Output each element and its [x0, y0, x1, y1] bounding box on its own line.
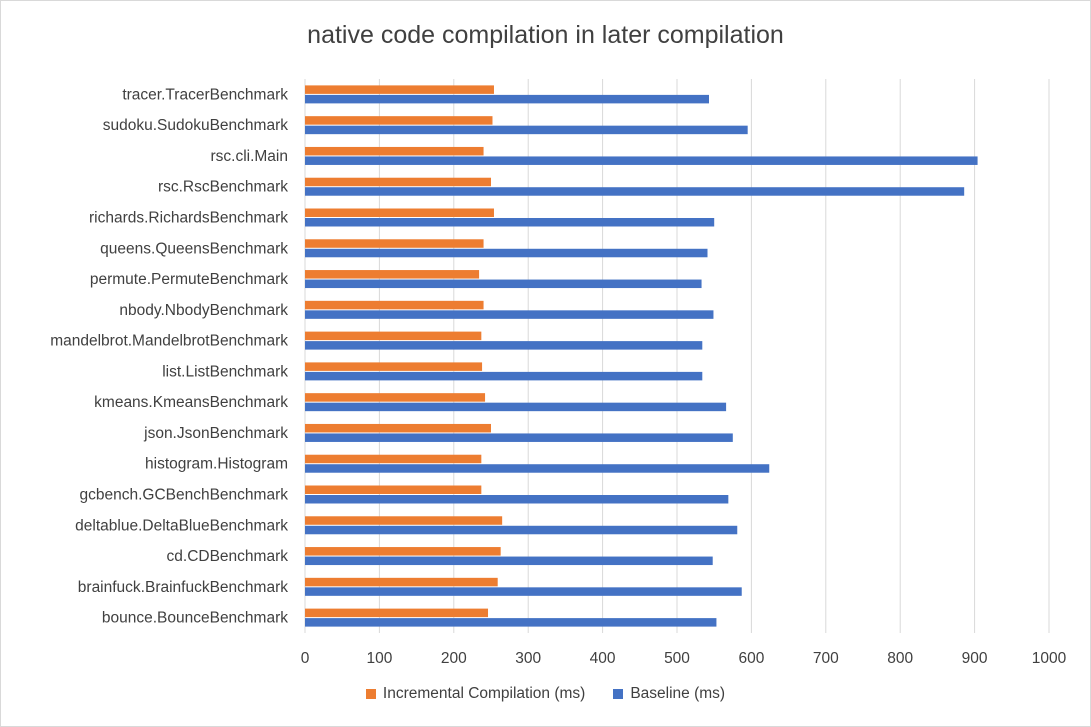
x-tick-label-2: 200 — [441, 650, 467, 667]
x-tick-label-5: 500 — [664, 650, 690, 667]
bar-incremental-13 — [305, 485, 482, 494]
legend: Incremental Compilation (ms) Baseline (m… — [1, 685, 1090, 703]
x-tick-label-6: 600 — [738, 650, 764, 667]
bar-baseline-7 — [305, 310, 714, 319]
bar-incremental-12 — [305, 454, 482, 464]
category-label-0: tracer.TracerBenchmark — [122, 86, 288, 103]
bar-incremental-7 — [305, 300, 484, 310]
bar-baseline-10 — [305, 402, 727, 412]
legend-swatch-incremental — [365, 689, 376, 699]
category-label-16: brainfuck.BrainfuckBenchmark — [78, 579, 288, 596]
x-tick-label-1: 100 — [366, 650, 392, 667]
category-label-8: mandelbrot.MandelbrotBenchmark — [50, 333, 288, 350]
legend-item-incremental: Incremental Compilation (ms) — [365, 685, 586, 703]
category-label-7: nbody.NbodyBenchmark — [119, 302, 288, 319]
bar-baseline-3 — [305, 187, 965, 196]
bar-baseline-8 — [305, 341, 703, 350]
bar-incremental-1 — [305, 116, 493, 125]
x-tick-label-3: 300 — [515, 650, 541, 667]
bar-incremental-0 — [305, 85, 494, 94]
category-label-3: rsc.RscBenchmark — [158, 179, 288, 196]
bar-incremental-9 — [305, 362, 483, 371]
bar-baseline-14 — [305, 525, 738, 535]
legend-item-baseline: Baseline (ms) — [613, 685, 725, 703]
category-label-12: histogram.Histogram — [145, 456, 288, 473]
bar-incremental-15 — [305, 547, 501, 556]
category-label-15: cd.CDBenchmark — [167, 548, 289, 565]
bar-baseline-4 — [305, 218, 715, 227]
category-label-10: kmeans.KmeansBenchmark — [94, 394, 288, 411]
bar-incremental-11 — [305, 423, 491, 433]
x-tick-label-7: 700 — [813, 650, 839, 667]
legend-swatch-baseline — [613, 689, 624, 699]
category-label-2: rsc.cli.Main — [210, 148, 288, 165]
bar-baseline-0 — [305, 94, 709, 104]
bar-baseline-9 — [305, 371, 703, 381]
bar-baseline-2 — [305, 156, 978, 165]
bar-incremental-5 — [305, 239, 484, 248]
bar-incremental-4 — [305, 208, 494, 217]
legend-label-incremental: Incremental Compilation (ms) — [382, 685, 586, 702]
category-label-13: gcbench.GCBenchBenchmark — [79, 487, 288, 504]
category-label-1: sudoku.SudokuBenchmark — [103, 117, 289, 134]
bar-baseline-16 — [305, 587, 742, 596]
x-tick-label-8: 800 — [887, 650, 913, 667]
legend-label-baseline: Baseline (ms) — [630, 685, 726, 702]
bar-baseline-1 — [305, 125, 748, 135]
bar-incremental-8 — [305, 331, 482, 341]
x-tick-label-0: 0 — [301, 650, 310, 667]
bar-incremental-10 — [305, 393, 486, 402]
bar-incremental-17 — [305, 608, 489, 618]
bar-incremental-2 — [305, 146, 484, 156]
plot-area: 0 100 200 300 400 500 600 700 800 900 1000 tracer.T… — [50, 79, 1067, 667]
category-label-5: queens.QueensBenchmark — [100, 240, 288, 257]
bar-baseline-5 — [305, 248, 708, 258]
bar-baseline-17 — [305, 618, 717, 627]
category-label-4: richards.RichardsBenchmark — [89, 210, 288, 227]
bar-baseline-11 — [305, 433, 733, 442]
category-label-14: deltablue.DeltaBlueBenchmark — [75, 517, 288, 534]
bar-baseline-6 — [305, 279, 702, 289]
bar-baseline-13 — [305, 495, 729, 504]
category-label-17: bounce.BounceBenchmark — [102, 610, 288, 627]
bar-incremental-3 — [305, 177, 491, 187]
bar-incremental-6 — [305, 270, 480, 279]
x-tick-label-9: 900 — [962, 650, 988, 667]
bar-incremental-16 — [305, 577, 498, 587]
x-tick-label-4: 400 — [590, 650, 616, 667]
category-label-6: permute.PermuteBenchmark — [90, 271, 288, 288]
bar-incremental-14 — [305, 516, 503, 525]
chart-title: native code compilation in later compila… — [307, 21, 784, 49]
bar-baseline-15 — [305, 556, 713, 566]
category-label-9: list.ListBenchmark — [162, 363, 288, 380]
x-tick-label-10: 1000 — [1032, 650, 1067, 667]
bar-baseline-12 — [305, 464, 770, 473]
category-label-11: json.JsonBenchmark — [143, 425, 288, 442]
